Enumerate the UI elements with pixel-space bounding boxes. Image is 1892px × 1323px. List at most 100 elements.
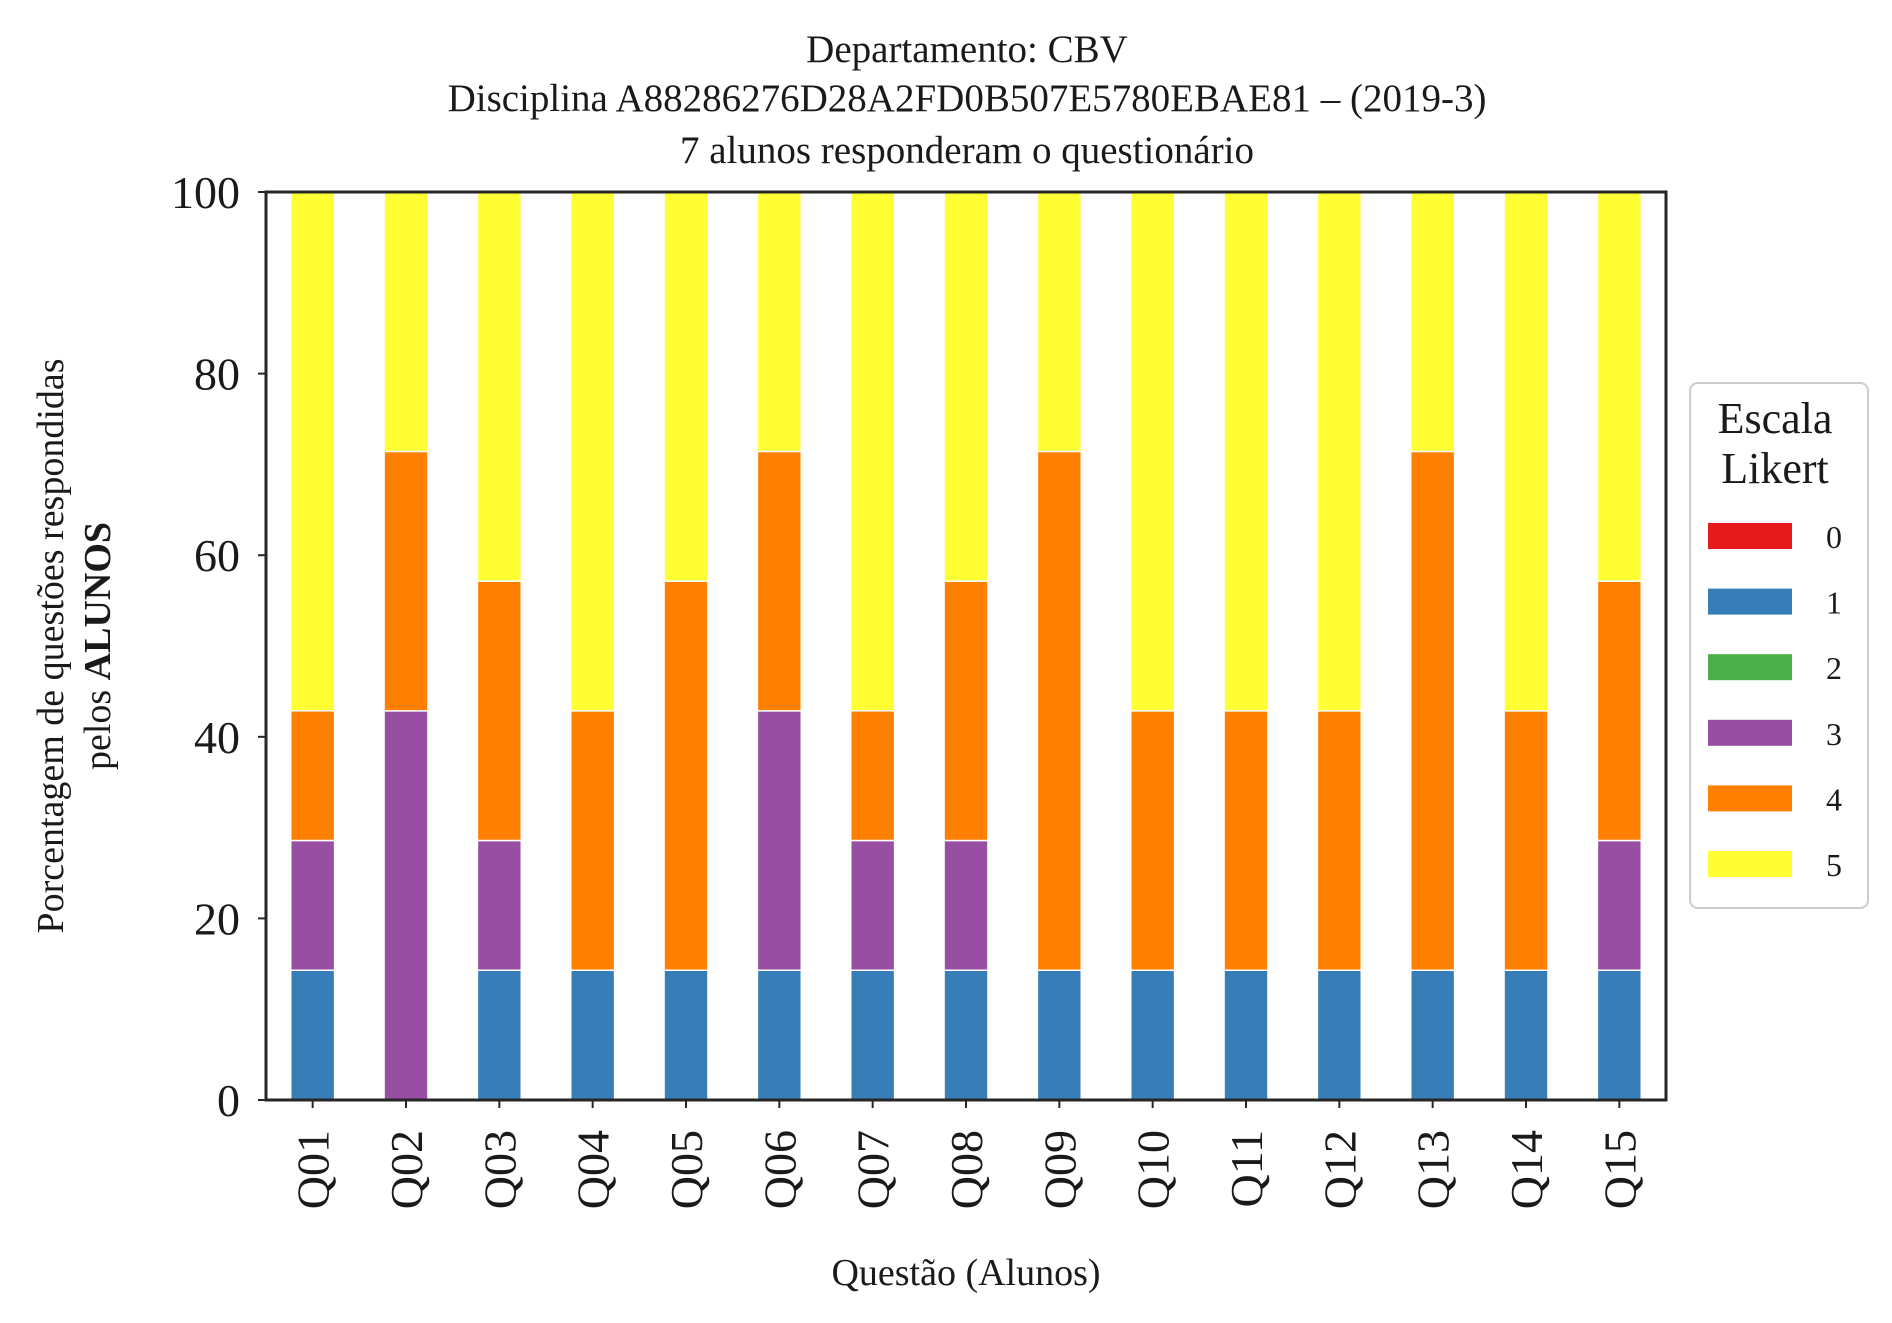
bar-segment-Q01-likert-3 xyxy=(289,839,336,971)
legend-swatch-5 xyxy=(1708,851,1792,877)
chart-title-line-1: Departamento: CBV xyxy=(806,28,1128,71)
y-tick-label-20: 20 xyxy=(194,893,240,944)
legend-box xyxy=(1689,382,1869,909)
bars-group xyxy=(289,191,1643,1101)
legend-label-0: 0 xyxy=(1826,519,1842,555)
x-tick-label-Q10: Q10 xyxy=(1128,1130,1179,1209)
bar-segment-Q04-likert-4 xyxy=(569,710,616,972)
legend-label-3: 3 xyxy=(1826,716,1842,752)
bar-segment-Q03-likert-5 xyxy=(476,191,523,582)
bar-segment-Q01-likert-4 xyxy=(289,709,336,842)
bar-segment-Q02-likert-4 xyxy=(383,450,429,712)
x-tick-label-Q06: Q06 xyxy=(754,1130,805,1209)
bar-segment-Q08-likert-3 xyxy=(943,839,989,971)
bar-segment-Q08-likert-5 xyxy=(943,191,989,582)
legend: Escala Likert 0 1 2 3 4 5 xyxy=(1689,382,1869,909)
bar-segment-Q11-likert-4 xyxy=(1223,710,1269,972)
bar-segment-Q06-likert-4 xyxy=(756,450,803,712)
chart-title: Departamento: CBV Disciplina A88286276D2… xyxy=(448,28,1487,172)
legend-label-1: 1 xyxy=(1826,585,1842,621)
legend-swatch-1 xyxy=(1708,588,1792,615)
bar-segment-Q13-likert-5 xyxy=(1409,191,1456,453)
bar-segment-Q12-likert-4 xyxy=(1316,710,1363,972)
x-tick-label-Q03: Q03 xyxy=(474,1130,525,1209)
bar-segment-Q11-likert-1 xyxy=(1223,969,1269,1101)
bar-segment-Q15-likert-5 xyxy=(1596,191,1643,582)
bar-segment-Q08-likert-1 xyxy=(943,969,989,1101)
bar-segment-Q15-likert-3 xyxy=(1596,839,1643,971)
bar-segment-Q12-likert-5 xyxy=(1316,191,1363,712)
bar-segment-Q15-likert-1 xyxy=(1596,969,1643,1101)
y-axis-label-line-2: pelos ALUNOS xyxy=(77,522,119,770)
x-axis-ticks: Q01 Q02 Q03 Q04 Q05 Q06 Q07 Q08 Q09 Q10 Q11 Q12 Q13 Q… xyxy=(288,1100,1645,1209)
legend-title-line-2: Likert xyxy=(1721,444,1829,493)
bar-segment-Q05-likert-1 xyxy=(663,969,709,1101)
x-tick-label-Q09: Q09 xyxy=(1034,1130,1085,1209)
bar-segment-Q05-likert-4 xyxy=(663,580,709,972)
legend-items: 0 1 2 3 4 5 xyxy=(1708,519,1842,883)
bar-segment-Q01-likert-1 xyxy=(289,969,336,1101)
y-tick-label-40: 40 xyxy=(194,712,240,763)
x-tick-label-Q11: Q11 xyxy=(1221,1130,1272,1208)
bar-segment-Q10-likert-5 xyxy=(1129,191,1176,712)
bar-segment-Q07-likert-4 xyxy=(849,709,896,842)
bar-segment-Q10-likert-1 xyxy=(1129,969,1176,1101)
bar-segment-Q03-likert-4 xyxy=(476,580,523,842)
x-tick-label-Q14: Q14 xyxy=(1501,1130,1552,1209)
x-tick-label-Q01: Q01 xyxy=(288,1130,339,1209)
bar-segment-Q10-likert-4 xyxy=(1129,710,1176,972)
bar-segment-Q07-likert-1 xyxy=(849,969,896,1101)
bar-segment-Q06-likert-3 xyxy=(756,710,803,972)
y-axis-label-bold: ALUNOS xyxy=(77,522,119,680)
x-tick-label-Q02: Q02 xyxy=(381,1130,432,1209)
bar-segment-Q14-likert-5 xyxy=(1503,191,1549,712)
legend-label-5: 5 xyxy=(1826,847,1842,883)
bar-segment-Q02-likert-5 xyxy=(383,191,429,453)
bar-segment-Q07-likert-5 xyxy=(849,191,896,712)
chart-title-line-2: Disciplina A88286276D28A2FD0B507E5780EBA… xyxy=(448,77,1487,120)
y-axis-label-prefix: pelos xyxy=(77,680,119,770)
bar-segment-Q13-likert-4 xyxy=(1409,450,1456,972)
bar-segment-Q13-likert-1 xyxy=(1409,969,1456,1101)
x-tick-label-Q07: Q07 xyxy=(848,1130,899,1209)
y-tick-label-60: 60 xyxy=(194,530,240,581)
bar-segment-Q14-likert-4 xyxy=(1503,710,1549,972)
bar-segment-Q11-likert-5 xyxy=(1223,191,1269,712)
bar-segment-Q06-likert-5 xyxy=(756,191,803,453)
legend-swatch-2 xyxy=(1708,654,1792,681)
legend-swatch-0 xyxy=(1708,523,1792,549)
y-tick-label-0: 0 xyxy=(217,1075,240,1126)
bar-segment-Q15-likert-4 xyxy=(1596,580,1643,842)
x-axis-label: Questão (Alunos) xyxy=(831,1252,1100,1294)
chart-title-line-3: 7 alunos responderam o questionário xyxy=(680,129,1254,172)
x-tick-label-Q15: Q15 xyxy=(1594,1130,1645,1209)
x-tick-label-Q05: Q05 xyxy=(661,1130,712,1209)
bar-segment-Q03-likert-3 xyxy=(476,839,523,971)
bar-segment-Q07-likert-3 xyxy=(849,839,896,971)
y-axis-label-line-1: Porcentagem de questões respondidas xyxy=(30,358,72,933)
legend-swatch-3 xyxy=(1708,719,1792,746)
bar-segment-Q02-likert-3 xyxy=(383,710,429,1101)
legend-title-line-1: Escala xyxy=(1718,394,1833,443)
y-tick-label-80: 80 xyxy=(194,349,240,400)
bar-segment-Q01-likert-5 xyxy=(289,191,336,712)
legend-label-4: 4 xyxy=(1826,781,1842,817)
bar-segment-Q09-likert-1 xyxy=(1036,969,1083,1101)
bar-segment-Q04-likert-1 xyxy=(569,969,616,1101)
x-tick-label-Q12: Q12 xyxy=(1314,1130,1365,1209)
legend-label-2: 2 xyxy=(1826,650,1842,686)
y-axis-ticks: 0 20 40 60 80 100 xyxy=(171,167,266,1126)
bar-segment-Q05-likert-5 xyxy=(663,191,709,582)
y-axis-label: Porcentagem de questões respondidas pelo… xyxy=(30,358,119,933)
bar-segment-Q06-likert-1 xyxy=(756,969,803,1101)
y-tick-label-100: 100 xyxy=(171,167,240,218)
x-tick-label-Q13: Q13 xyxy=(1408,1130,1459,1209)
bar-segment-Q03-likert-1 xyxy=(476,969,523,1101)
bar-segment-Q09-likert-4 xyxy=(1036,450,1083,972)
x-tick-label-Q04: Q04 xyxy=(568,1130,619,1209)
bar-segment-Q12-likert-1 xyxy=(1316,969,1363,1101)
legend-swatch-4 xyxy=(1708,785,1792,812)
bar-segment-Q14-likert-1 xyxy=(1503,969,1549,1101)
bar-segment-Q09-likert-5 xyxy=(1036,191,1083,453)
